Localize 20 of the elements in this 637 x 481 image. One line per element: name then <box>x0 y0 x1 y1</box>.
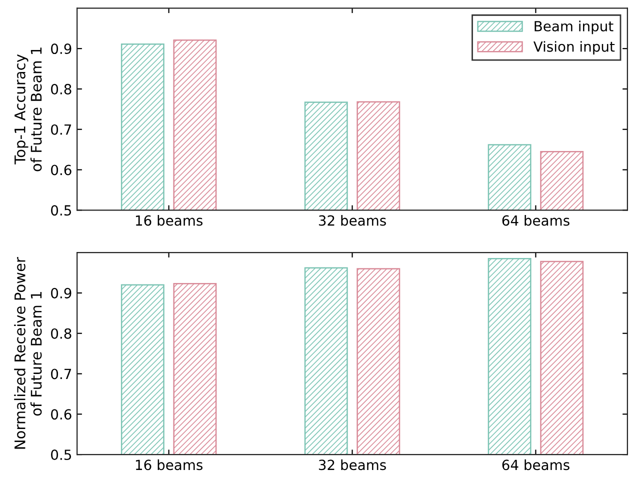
y-tick-label: 0.5 <box>51 450 72 460</box>
y-axis-title: Normalized Receive Power of Future Beam 1 <box>14 256 42 449</box>
legend-label: Vision input <box>533 41 615 55</box>
y-tick-label: 0.8 <box>51 328 72 339</box>
y-tick-label: 0.5 <box>51 205 72 216</box>
x-tick-label: 16 beams <box>136 215 202 226</box>
y-axis-title: Top-1 Accuracy of Future Beam 1 <box>14 48 42 172</box>
y-tick-label: 0.6 <box>51 409 72 420</box>
y-tick-label: 0.7 <box>51 124 72 135</box>
x-tick-label: 64 beams <box>502 215 570 226</box>
x-tick-label: 64 beams <box>502 459 570 470</box>
y-tick-label: 0.6 <box>51 164 72 176</box>
x-tick-label: 32 beams <box>318 215 386 226</box>
y-tick-label: 0.9 <box>51 288 72 298</box>
legend-label: Beam input <box>534 20 614 34</box>
y-tick-label: 0.9 <box>51 44 72 54</box>
x-tick-label: 32 beams <box>318 459 386 470</box>
y-tick-label: 0.7 <box>51 368 72 380</box>
y-tick-label: 0.8 <box>51 84 72 94</box>
x-tick-label: 16 beams <box>136 459 202 470</box>
